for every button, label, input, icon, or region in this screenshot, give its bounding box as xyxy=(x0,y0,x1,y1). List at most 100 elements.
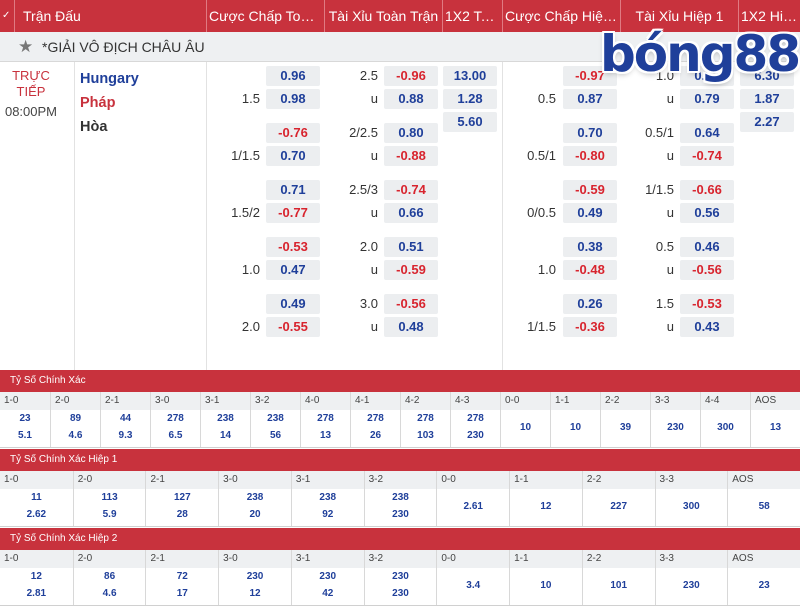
score-odds-cell[interactable]: 230 xyxy=(650,410,700,447)
score-odds-top[interactable]: 278 xyxy=(467,413,484,424)
score-odds-bottom[interactable]: 9.3 xyxy=(118,430,133,441)
score-odds[interactable]: 39 xyxy=(619,422,632,433)
score-odds[interactable]: 13 xyxy=(769,422,782,433)
score-odds-bottom[interactable]: 230 xyxy=(392,588,409,599)
odds-cell[interactable]: -0.77 xyxy=(266,203,320,223)
odds-cell[interactable]: 0.47 xyxy=(266,260,320,280)
score-odds[interactable]: 23 xyxy=(758,580,770,591)
score-odds-top[interactable]: 238 xyxy=(246,492,264,503)
odds-cell[interactable]: -0.80 xyxy=(563,146,617,166)
score-odds-cell[interactable]: 10 xyxy=(550,410,600,447)
odds-cell[interactable]: -0.74 xyxy=(384,180,438,200)
odds-cell[interactable]: 0.80 xyxy=(384,123,438,143)
score-odds-cell[interactable]: 300 xyxy=(654,489,728,526)
odds-cell[interactable]: 0.51 xyxy=(384,237,438,257)
score-odds-cell[interactable]: 23 5.1 xyxy=(0,410,50,447)
score-odds-cell[interactable]: 113 5.9 xyxy=(72,489,146,526)
score-odds-bottom[interactable]: 4.6 xyxy=(68,430,83,441)
odds-cell[interactable]: -0.56 xyxy=(680,260,734,280)
score-odds-top[interactable]: 12 xyxy=(30,571,42,582)
score-odds[interactable]: 300 xyxy=(717,422,734,433)
score-odds-top[interactable]: 44 xyxy=(119,413,132,424)
odds-cell[interactable]: -0.53 xyxy=(680,294,734,314)
score-odds-top[interactable]: 278 xyxy=(367,413,384,424)
score-odds-top[interactable]: 230 xyxy=(392,571,409,582)
score-odds-cell[interactable]: 39 xyxy=(600,410,650,447)
odds-cell[interactable]: 0.66 xyxy=(384,203,438,223)
score-odds-bottom[interactable]: 5.9 xyxy=(102,509,117,520)
odds-cell[interactable]: 0.26 xyxy=(563,294,617,314)
score-odds-cell[interactable]: 238 56 xyxy=(250,410,300,447)
score-odds-bottom[interactable]: 4.6 xyxy=(102,588,117,599)
score-odds-cell[interactable]: 72 17 xyxy=(145,568,218,605)
score-odds-bottom[interactable]: 13 xyxy=(319,430,332,441)
score-odds-cell[interactable]: 10 xyxy=(500,410,550,447)
score-odds-cell[interactable]: 238 14 xyxy=(200,410,250,447)
score-odds-cell[interactable]: 101 xyxy=(581,568,655,605)
score-odds-top[interactable]: 89 xyxy=(69,413,82,424)
score-odds-top[interactable]: 278 xyxy=(317,413,334,424)
score-odds-bottom[interactable]: 42 xyxy=(322,588,334,599)
odds-cell[interactable]: 0.38 xyxy=(563,237,617,257)
odds-cell[interactable]: -0.74 xyxy=(680,146,734,166)
score-odds-bottom[interactable]: 20 xyxy=(249,509,261,520)
odds-cell[interactable]: -0.48 xyxy=(563,260,617,280)
score-odds-cell[interactable]: 230 12 xyxy=(218,568,291,605)
score-odds-top[interactable]: 230 xyxy=(246,571,264,582)
odds-cell[interactable]: -0.55 xyxy=(266,317,320,337)
score-odds-top[interactable]: 230 xyxy=(319,571,337,582)
odds-cell[interactable]: 0.70 xyxy=(266,146,320,166)
score-odds-bottom[interactable]: 17 xyxy=(176,588,188,599)
score-odds-top[interactable]: 127 xyxy=(173,492,191,503)
score-odds[interactable]: 2.61 xyxy=(463,501,483,512)
score-odds-top[interactable]: 278 xyxy=(167,413,184,424)
odds-cell[interactable]: -0.96 xyxy=(384,66,438,86)
odds-cell[interactable]: -0.76 xyxy=(266,123,320,143)
league-bar[interactable]: ★ *GIẢI VÔ ĐỊCH CHÂU ÂU xyxy=(0,32,800,62)
score-odds-bottom[interactable]: 92 xyxy=(322,509,334,520)
score-odds-cell[interactable]: 238 20 xyxy=(218,489,291,526)
score-odds-bottom[interactable]: 26 xyxy=(369,430,382,441)
odds-cell[interactable]: -0.59 xyxy=(384,260,438,280)
odds-cell[interactable]: 1.28 xyxy=(443,89,497,109)
score-odds-cell[interactable]: 238 92 xyxy=(290,489,364,526)
score-odds-cell[interactable]: 278 230 xyxy=(450,410,500,447)
odds-cell[interactable]: -0.88 xyxy=(384,146,438,166)
score-odds-bottom[interactable]: 2.62 xyxy=(26,509,47,520)
odds-cell[interactable]: 5.60 xyxy=(443,112,497,132)
odds-cell[interactable]: 0.70 xyxy=(563,123,617,143)
score-odds[interactable]: 101 xyxy=(610,580,628,591)
score-odds-top[interactable]: 72 xyxy=(176,571,188,582)
score-odds-cell[interactable]: 11 2.62 xyxy=(0,489,73,526)
odds-cell[interactable]: 13.00 xyxy=(443,66,497,86)
odds-cell[interactable]: 0.88 xyxy=(384,89,438,109)
odds-cell[interactable]: 0.96 xyxy=(266,66,320,86)
odds-cell[interactable]: 0.49 xyxy=(563,203,617,223)
score-odds-cell[interactable]: 238 230 xyxy=(363,489,437,526)
score-odds-cell[interactable]: 230 xyxy=(654,568,728,605)
score-odds-cell[interactable]: 58 xyxy=(727,489,800,526)
odds-cell[interactable]: 1.87 xyxy=(740,89,794,109)
score-odds-bottom[interactable]: 56 xyxy=(269,430,282,441)
score-odds-top[interactable]: 278 xyxy=(417,413,434,424)
score-odds-cell[interactable]: 86 4.6 xyxy=(72,568,146,605)
score-odds-bottom[interactable]: 14 xyxy=(219,430,232,441)
odds-cell[interactable]: -0.36 xyxy=(563,317,617,337)
score-odds[interactable]: 230 xyxy=(683,580,700,591)
score-odds[interactable]: 3.4 xyxy=(466,580,481,591)
collapse-toggle[interactable]: ✓ xyxy=(2,10,11,21)
score-odds-cell[interactable]: 13 xyxy=(750,410,800,447)
score-odds-cell[interactable]: 227 xyxy=(581,489,655,526)
score-odds-top[interactable]: 238 xyxy=(392,492,409,503)
odds-cell[interactable]: 0.46 xyxy=(680,237,734,257)
score-odds[interactable]: 300 xyxy=(683,501,700,512)
score-odds-top[interactable]: 238 xyxy=(217,413,234,424)
score-odds[interactable]: 10 xyxy=(519,422,532,433)
score-odds-bottom[interactable]: 230 xyxy=(392,509,409,520)
score-odds-top[interactable]: 113 xyxy=(101,492,118,503)
score-odds-cell[interactable]: 300 xyxy=(700,410,750,447)
score-odds[interactable]: 10 xyxy=(569,422,582,433)
score-odds[interactable]: 230 xyxy=(667,422,684,433)
odds-cell[interactable]: 0.48 xyxy=(384,317,438,337)
score-odds-bottom[interactable]: 28 xyxy=(176,509,188,520)
